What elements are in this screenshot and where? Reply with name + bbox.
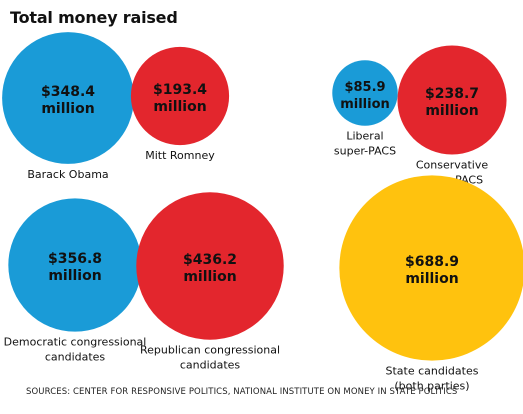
bubble xyxy=(397,45,507,155)
bubble-category-label: candidates xyxy=(180,359,241,372)
bubble-value-label: $688.9 xyxy=(405,254,459,270)
bubble xyxy=(130,46,230,146)
bubble-unit-label: million xyxy=(425,103,478,119)
bubble-category-label: Liberal xyxy=(346,130,383,143)
bubble xyxy=(2,32,134,164)
bubble-category-label: State candidates xyxy=(386,365,479,378)
bubble xyxy=(332,60,398,126)
bubble xyxy=(339,175,523,361)
bubble-unit-label: million xyxy=(405,271,458,287)
bubble-category-label: Democratic congressional xyxy=(4,336,147,349)
bubble-unit-label: million xyxy=(41,101,94,117)
bubble-unit-label: million xyxy=(48,268,101,284)
bubble-unit-label: million xyxy=(340,97,390,112)
bubble-category-label: Conservative xyxy=(416,159,489,172)
bubble-category-label: Republican congressional xyxy=(140,344,280,357)
bubble-category-label: Barack Obama xyxy=(27,168,108,181)
bubble-unit-label: million xyxy=(183,269,236,285)
bubble-value-label: $85.9 xyxy=(344,80,385,95)
bubble xyxy=(8,198,142,332)
chart-title: Total money raised xyxy=(10,8,178,27)
bubble xyxy=(136,192,284,340)
bubble-unit-label: million xyxy=(153,99,206,115)
bubble-value-label: $348.4 xyxy=(41,84,95,100)
bubble-value-label: $238.7 xyxy=(425,86,479,102)
bubble-value-label: $193.4 xyxy=(153,82,207,98)
bubble-category-label: Mitt Romney xyxy=(145,149,215,162)
bubble-category-label: candidates xyxy=(45,351,106,364)
bubble-category-label: (both parties) xyxy=(394,380,469,393)
bubble-value-label: $436.2 xyxy=(183,252,237,268)
bubble-value-label: $356.8 xyxy=(48,251,102,267)
source-note: SOURCES: CENTER FOR RESPONSIVE POLITICS,… xyxy=(26,387,458,397)
bubble-category-label: super-PACS xyxy=(334,145,396,158)
